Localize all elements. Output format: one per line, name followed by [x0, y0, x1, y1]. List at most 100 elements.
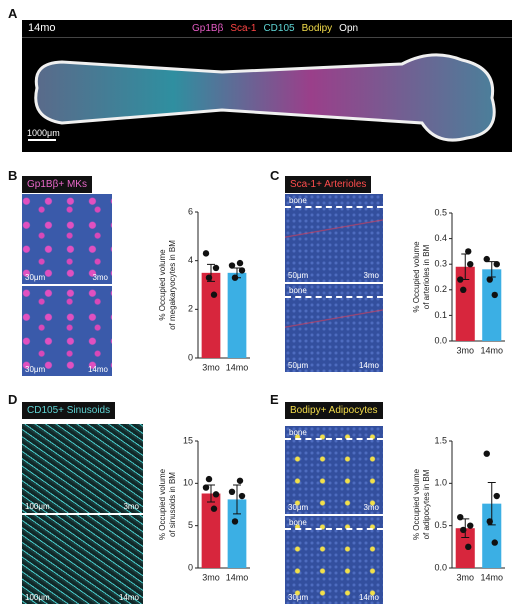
region-label: bone: [289, 518, 307, 527]
region-label: bone: [289, 428, 307, 437]
data-point: [460, 286, 467, 293]
y-axis-label: % Occupied volume: [412, 241, 421, 313]
data-point: [465, 248, 472, 255]
data-point: [205, 475, 213, 483]
error-bar: [487, 481, 496, 526]
data-point: [228, 488, 236, 495]
panel-letter: C: [270, 168, 280, 183]
scale-label: 30μm: [25, 273, 46, 282]
data-point: [483, 450, 490, 457]
panel-tag: Gp1Bβ+ MKs: [22, 176, 92, 193]
panel-tag: Sca-1+ Arterioles: [285, 176, 372, 193]
y-axis-label: of arterioles in BM: [422, 244, 431, 309]
legend-entry: Sca-1: [230, 23, 257, 34]
bone-boundary: [285, 438, 383, 440]
legend-entry: Bodipy: [301, 23, 333, 34]
data-point: [493, 492, 500, 500]
age-label: 14mo: [87, 365, 108, 374]
data-point: [210, 291, 218, 298]
x-tick-label: 3mo: [456, 572, 474, 582]
x-tick-label: 14mo: [480, 572, 503, 582]
scale-label: 30μm: [25, 365, 46, 374]
y-tick-label: 10: [183, 478, 193, 488]
micrograph: 100μm 14mo: [22, 515, 143, 604]
data-point: [212, 491, 220, 498]
y-axis-label: of megakaryocytes in BM: [168, 240, 177, 330]
overview-image: 14mo Gp1Bβ Sca-1 CD105 Bodipy Opn 1000μm: [22, 20, 512, 152]
micrograph: 30μm 3mo: [22, 194, 112, 284]
x-tick-label: 14mo: [226, 362, 249, 372]
age-label: 3mo: [363, 503, 379, 512]
data-point: [231, 274, 239, 281]
legend-entry: CD105: [263, 23, 295, 34]
panel-letter: E: [270, 392, 279, 407]
bar: [455, 266, 475, 341]
micrograph: bone 50μm 3mo: [285, 194, 383, 282]
x-tick-label: 14mo: [226, 572, 249, 582]
bar: [482, 503, 502, 568]
y-axis-label: % Occupied volume: [158, 468, 167, 540]
y-tick-label: 0: [188, 562, 193, 572]
age-label: 3mo: [123, 502, 139, 511]
data-point: [228, 262, 236, 269]
data-point: [236, 477, 244, 484]
y-tick-label: 0.1: [434, 310, 447, 320]
bar: [201, 272, 221, 358]
data-point: [465, 543, 472, 551]
panel-letter: B: [8, 168, 18, 183]
micrograph: 30μm 14mo: [22, 286, 112, 376]
y-tick-label: 4: [188, 255, 193, 265]
scale-label: 100μm: [25, 502, 50, 511]
panel-letter: A: [8, 6, 18, 21]
data-point: [238, 492, 246, 500]
image-header: 14mo Gp1Bβ Sca-1 CD105 Bodipy Opn: [22, 20, 512, 38]
age-label: 14mo: [358, 593, 379, 602]
x-tick-label: 14mo: [480, 345, 503, 355]
y-axis-label: of sinusoids in BM: [168, 472, 177, 537]
y-tick-label: 0.3: [434, 259, 447, 269]
data-point: [202, 484, 210, 491]
data-point: [460, 526, 467, 534]
scale-label: 50μm: [288, 271, 309, 280]
y-axis-label: of adipocytes in BM: [422, 469, 431, 539]
data-point: [483, 255, 490, 263]
micrograph: bone 50μm 14mo: [285, 284, 383, 372]
bar: [227, 272, 247, 358]
data-point: [236, 259, 244, 267]
region-label: bone: [289, 286, 307, 295]
legend-entry: Opn: [339, 23, 359, 34]
panel-tag: CD105+ Sinusoids: [22, 402, 116, 419]
y-tick-label: 6: [188, 206, 193, 216]
y-tick-label: 1.0: [434, 478, 447, 488]
y-axis-label: % Occupied volume: [158, 249, 167, 321]
data-point: [238, 267, 246, 274]
age-label: 3mo: [363, 271, 379, 280]
data-point: [212, 264, 220, 272]
y-tick-label: 0.4: [434, 233, 447, 243]
bone-boundary: [285, 206, 383, 208]
data-point: [205, 274, 213, 281]
data-point: [467, 261, 474, 268]
y-tick-label: 0.0: [434, 562, 447, 572]
scale-label: 1000μm: [27, 128, 60, 138]
data-point: [491, 539, 498, 546]
data-point: [202, 250, 210, 257]
data-point: [210, 505, 218, 512]
panel-tag: Bodipy+ Adipocytes: [285, 402, 383, 419]
age-label: 14mo: [358, 361, 379, 370]
y-tick-label: 15: [183, 435, 193, 445]
data-point: [231, 518, 239, 525]
channel-legend: Gp1Bβ Sca-1 CD105 Bodipy Opn: [192, 23, 365, 34]
scale-label: 100μm: [25, 593, 50, 602]
data-point: [486, 518, 493, 525]
y-axis-label: % Occupied volume: [412, 468, 421, 540]
micrograph: bone 30μm 14mo: [285, 516, 383, 604]
bar: [201, 493, 221, 568]
error-bar: [233, 484, 241, 515]
y-tick-label: 5: [188, 520, 193, 530]
region-label: bone: [289, 196, 307, 205]
data-point: [493, 261, 500, 268]
micrograph: bone 30μm 3mo: [285, 426, 383, 514]
